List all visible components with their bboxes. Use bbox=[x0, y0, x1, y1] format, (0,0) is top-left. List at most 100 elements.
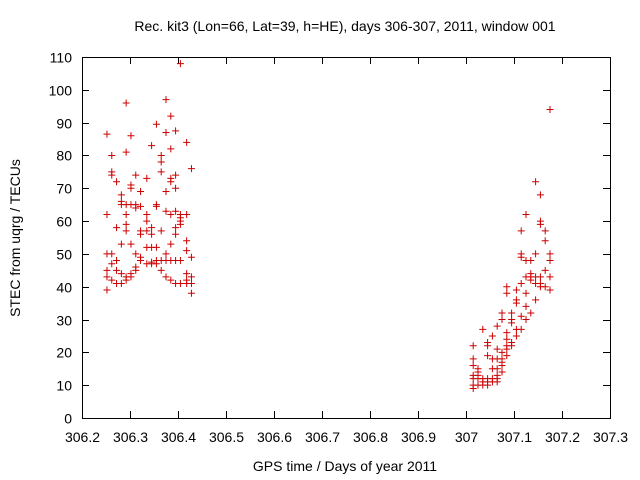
y-tick-label: 80 bbox=[56, 148, 72, 164]
data-point bbox=[517, 227, 525, 235]
data-point bbox=[498, 348, 506, 356]
data-point bbox=[469, 342, 477, 350]
data-point bbox=[157, 158, 165, 166]
data-point bbox=[187, 279, 195, 287]
x-tick-label: 307.1 bbox=[497, 429, 532, 445]
data-point bbox=[183, 270, 191, 278]
data-point bbox=[498, 316, 506, 324]
data-point bbox=[183, 138, 191, 146]
axes-ticks bbox=[82, 57, 611, 419]
data-point bbox=[108, 250, 116, 258]
chart-title: Rec. kit3 (Lon=66, Lat=39, h=HE), days 3… bbox=[134, 18, 555, 34]
data-point bbox=[546, 256, 554, 264]
data-point bbox=[127, 273, 135, 281]
y-tick-label: 100 bbox=[49, 83, 73, 99]
x-tick-label: 306.2 bbox=[65, 429, 100, 445]
data-point bbox=[532, 250, 540, 258]
data-point bbox=[187, 253, 195, 261]
data-point bbox=[172, 224, 180, 232]
y-tick-label: 0 bbox=[64, 411, 72, 427]
data-point bbox=[162, 96, 170, 104]
data-point bbox=[167, 145, 175, 153]
data-point bbox=[546, 286, 554, 294]
data-point bbox=[127, 240, 135, 248]
data-point bbox=[536, 191, 544, 199]
data-point bbox=[522, 211, 530, 219]
data-point bbox=[541, 237, 549, 245]
data-point bbox=[122, 220, 130, 228]
y-tick-label: 90 bbox=[56, 116, 72, 132]
data-point bbox=[183, 247, 191, 255]
x-tick-label: 306.8 bbox=[353, 429, 388, 445]
data-point bbox=[176, 60, 184, 68]
data-point bbox=[143, 174, 151, 182]
data-point bbox=[117, 279, 125, 287]
data-point bbox=[469, 384, 477, 392]
data-point bbox=[148, 230, 156, 238]
data-point bbox=[469, 361, 477, 369]
data-point bbox=[167, 240, 175, 248]
data-point bbox=[148, 224, 156, 232]
x-tick-label: 307 bbox=[455, 429, 479, 445]
data-point bbox=[187, 289, 195, 297]
data-point bbox=[508, 342, 516, 350]
data-point bbox=[493, 322, 501, 330]
data-point bbox=[122, 211, 130, 219]
data-point bbox=[484, 352, 492, 360]
data-point bbox=[172, 230, 180, 238]
data-point bbox=[122, 276, 130, 284]
data-point bbox=[157, 266, 165, 274]
data-point bbox=[503, 335, 511, 343]
data-point bbox=[517, 253, 525, 261]
data-point bbox=[498, 309, 506, 317]
data-point bbox=[493, 365, 501, 373]
data-point bbox=[527, 309, 535, 317]
data-point bbox=[162, 188, 170, 196]
data-point bbox=[137, 256, 145, 264]
data-point bbox=[127, 184, 135, 192]
data-point bbox=[167, 276, 175, 284]
data-point bbox=[546, 106, 554, 114]
y-tick-labels: 0 10 20 30 40 50 60 70 80 90 100 110 bbox=[49, 50, 73, 427]
data-point bbox=[113, 224, 121, 232]
data-point bbox=[503, 289, 511, 297]
data-points bbox=[103, 60, 554, 392]
data-point bbox=[187, 273, 195, 281]
data-point bbox=[512, 332, 520, 340]
data-point bbox=[117, 240, 125, 248]
data-point bbox=[183, 237, 191, 245]
data-point bbox=[183, 211, 191, 219]
data-point bbox=[167, 178, 175, 186]
y-axis-label: STEC from uqrg / TECUs bbox=[7, 159, 23, 317]
data-point bbox=[132, 250, 140, 258]
data-point bbox=[512, 286, 520, 294]
data-point bbox=[167, 211, 175, 219]
data-point bbox=[536, 273, 544, 281]
data-point bbox=[122, 99, 130, 107]
data-point bbox=[132, 204, 140, 212]
data-point bbox=[137, 230, 145, 238]
data-point bbox=[517, 279, 525, 287]
data-point bbox=[493, 378, 501, 386]
x-tick-label: 307.3 bbox=[593, 429, 628, 445]
data-point bbox=[167, 112, 175, 120]
x-axis-label: GPS time / Days of year 2011 bbox=[253, 458, 437, 474]
data-point bbox=[152, 260, 160, 268]
data-point bbox=[522, 316, 530, 324]
data-point bbox=[176, 279, 184, 287]
data-point bbox=[162, 273, 170, 281]
data-point bbox=[532, 178, 540, 186]
data-point bbox=[152, 120, 160, 128]
data-point bbox=[503, 345, 511, 353]
data-point bbox=[172, 184, 180, 192]
data-point bbox=[508, 319, 516, 327]
data-point bbox=[498, 368, 506, 376]
data-point bbox=[541, 283, 549, 291]
data-point bbox=[541, 266, 549, 274]
data-point bbox=[522, 289, 530, 297]
x-tick-label: 306.5 bbox=[209, 429, 244, 445]
data-point bbox=[113, 178, 121, 186]
data-point bbox=[541, 227, 549, 235]
data-point bbox=[546, 250, 554, 258]
data-point bbox=[512, 299, 520, 307]
